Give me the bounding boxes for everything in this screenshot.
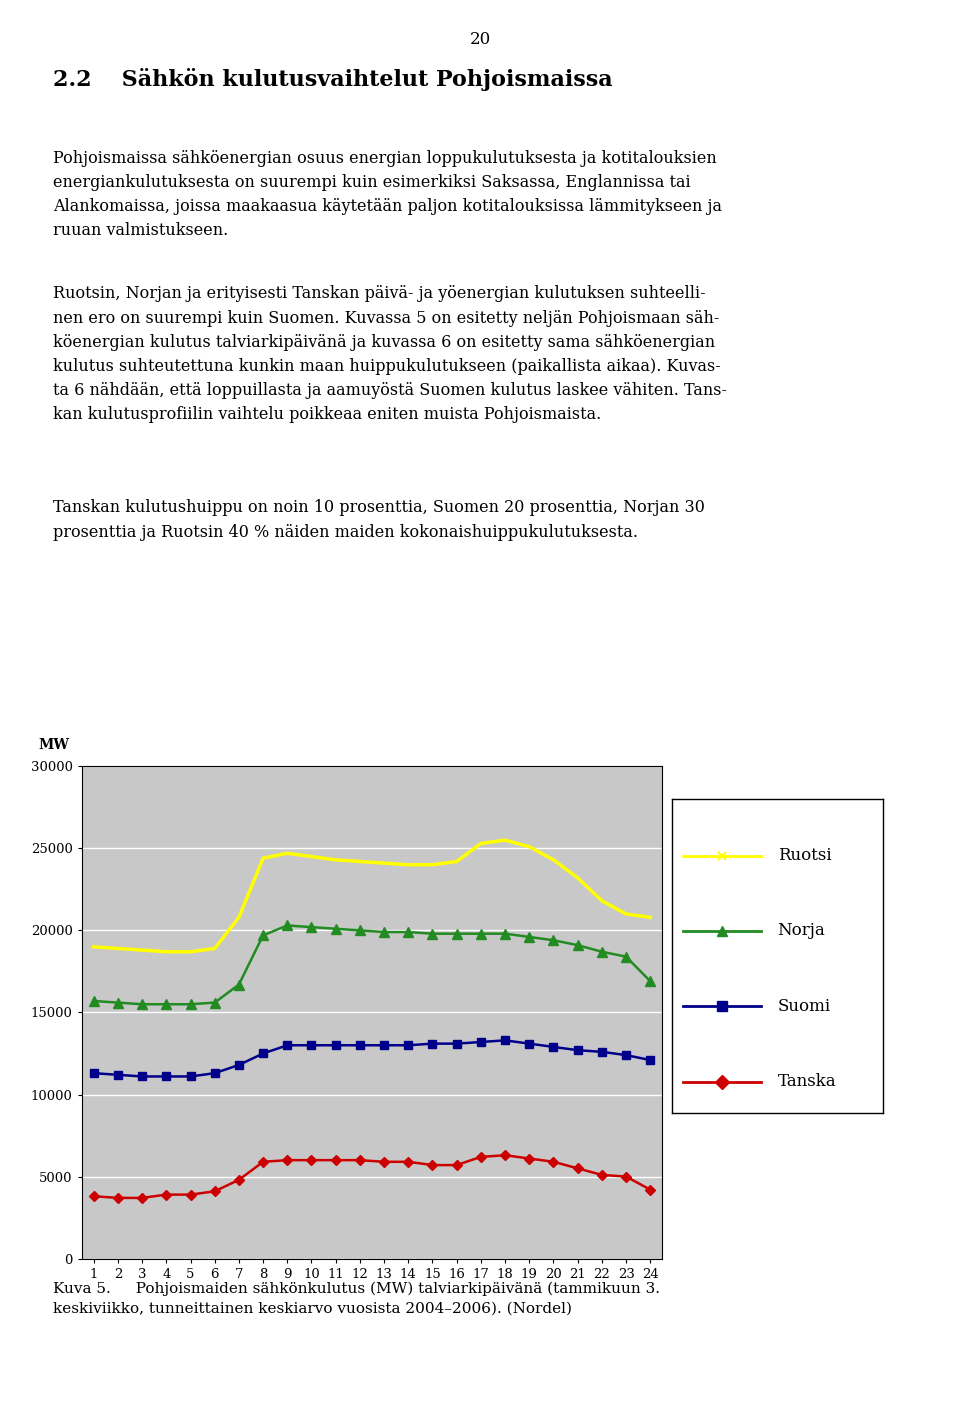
Text: Ruotsin, Norjan ja erityisesti Tanskan päivä- ja yöenergian kulutuksen suhteelli: Ruotsin, Norjan ja erityisesti Tanskan p… [53,285,727,424]
Text: Pohjoismaissa sähköenergian osuus energian loppukulutuksesta ja kotitalouksien
e: Pohjoismaissa sähköenergian osuus energi… [53,150,722,240]
Text: Ruotsi: Ruotsi [778,848,831,865]
Text: Norja: Norja [778,922,826,939]
Text: 2.2   Sähkön kulutusvaihtelut Pohjoismaissa: 2.2 Sähkön kulutusvaihtelut Pohjoismaiss… [53,68,612,91]
Text: Tanska: Tanska [778,1073,836,1090]
Text: MW: MW [38,738,69,752]
Text: Kuva 5.   Pohjoismaiden sähkönkulutus (MW) talviarkipäivänä (tammikuun 3.
keskiv: Kuva 5. Pohjoismaiden sähkönkulutus (MW)… [53,1281,660,1316]
Text: Tanskan kulutushuippu on noin 10 prosenttia, Suomen 20 prosenttia, Norjan 30
pro: Tanskan kulutushuippu on noin 10 prosent… [53,499,705,541]
Text: 20: 20 [469,31,491,49]
Text: Suomi: Suomi [778,997,830,1015]
